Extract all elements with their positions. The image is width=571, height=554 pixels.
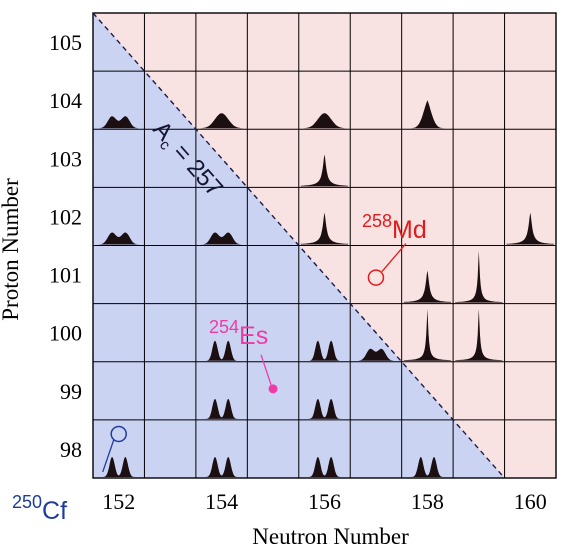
nucleus-label-cf: 250Cf [12,492,67,525]
y-tick-label: 99 [60,379,82,404]
mass-distribution-peak [197,113,246,129]
mass-distribution-peak [403,308,452,361]
chart-grid [92,12,557,479]
mass-distribution-peak [95,116,143,129]
plot-frame [92,12,557,479]
mass-distribution-peak [455,308,503,361]
nucleus-mass-number: 250 [12,492,42,512]
y-tick-label: 98 [60,437,82,462]
nucleus-markers [110,269,385,443]
ac-diagonal-line [92,12,506,479]
x-tick-label: 158 [411,489,444,514]
y-tick-label: 105 [49,30,82,55]
mass-distributions [95,100,554,477]
x-tick-label: 152 [102,489,135,514]
x-tick-label: 154 [205,489,238,514]
mass-distribution-peak [455,250,503,303]
nucleus-element-symbol: Es [239,322,268,350]
y-axis-label: Proton Number [0,178,23,321]
y-tick-label: 100 [49,321,82,346]
mass-distribution-peak [506,212,554,245]
y-tick-label: 104 [49,88,82,113]
nucleus-label-md: 258Md [362,211,427,244]
nucleus-marker-es [268,384,278,394]
nucleus-element-symbol: Md [392,216,427,244]
y-tick-label: 101 [49,263,82,288]
y-tick-label: 102 [49,204,82,229]
mass-distribution-peak [95,232,143,245]
mass-distribution-peak [197,232,246,245]
mass-distribution-peak [403,100,452,129]
mass-distribution-peak [300,113,349,129]
mass-distribution-peak [352,348,400,361]
nucleus-marker-cf [110,425,127,443]
x-tick-label: 156 [308,489,341,514]
nucleus-leader-line [102,439,115,473]
mass-distribution-peak [403,270,452,303]
mass-distribution-peak [300,212,349,245]
nucleus-mass-number: 254 [209,317,239,337]
nucleus-label-es: 254Es [209,317,268,350]
nucleus-leader-line [260,354,272,386]
nucleus-element-symbol: Cf [42,497,67,525]
x-tick-label: 160 [514,489,547,514]
x-axis-label: Neutron Number [252,524,409,549]
y-tick-label: 103 [49,146,82,171]
nucleus-leader-line [381,243,407,272]
nucleus-marker-md [367,269,385,286]
nucleus-mass-number: 258 [362,211,392,231]
mass-distribution-peak [300,154,349,187]
